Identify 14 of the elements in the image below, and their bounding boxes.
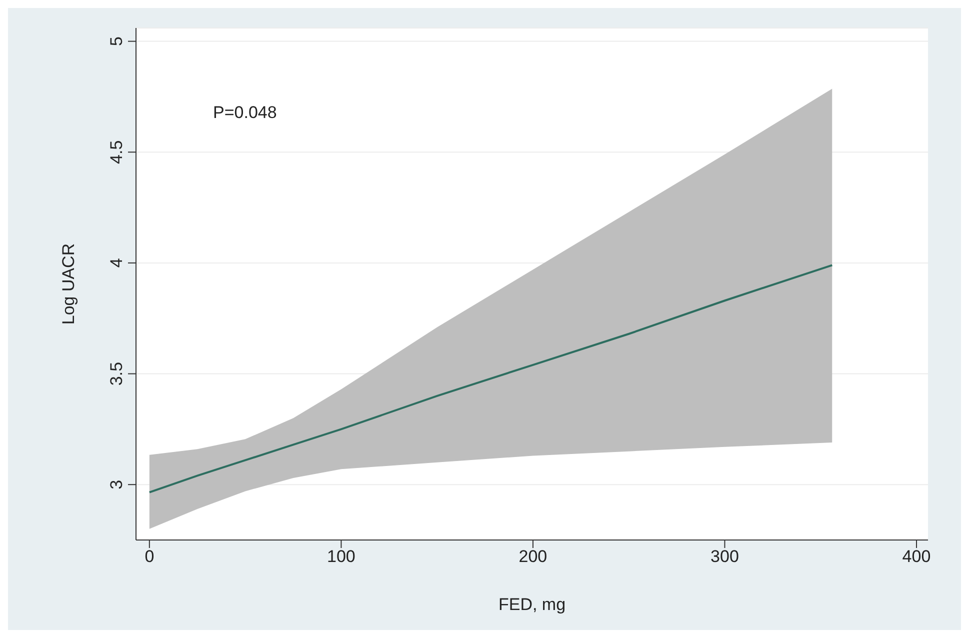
y-axis-title: Log UACR bbox=[59, 243, 78, 325]
line-series bbox=[148, 264, 834, 494]
x-tick-label: 400 bbox=[902, 547, 931, 566]
y-tick-label: 5 bbox=[107, 36, 126, 46]
x-tick-label: 200 bbox=[518, 547, 548, 566]
y-tick-label: 3 bbox=[107, 480, 126, 490]
x-axis-title: FED, mg bbox=[498, 595, 566, 614]
annotation: P=0.048 bbox=[213, 103, 277, 122]
x-tick-label: 100 bbox=[327, 547, 356, 566]
y-tick-label: 4 bbox=[107, 258, 126, 268]
y-tick-label: 4.5 bbox=[107, 140, 126, 164]
y-tick-label: 3.5 bbox=[107, 362, 126, 386]
x-tick-label: 300 bbox=[710, 547, 739, 566]
x-tick-label: 0 bbox=[144, 547, 154, 566]
